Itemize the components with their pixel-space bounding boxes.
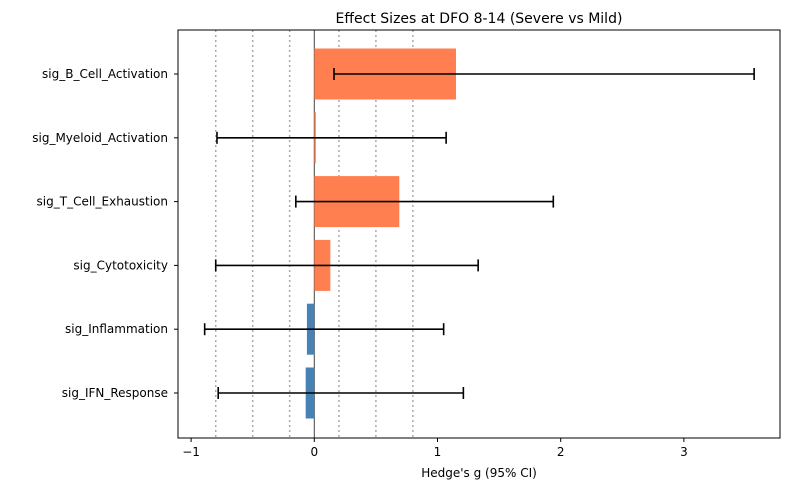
y-tick-label: sig_Myeloid_Activation bbox=[32, 131, 168, 145]
y-tick-label: sig_IFN_Response bbox=[62, 386, 168, 400]
x-tick-label: −1 bbox=[182, 445, 200, 459]
chart-title: Effect Sizes at DFO 8-14 (Severe vs Mild… bbox=[336, 11, 623, 27]
x-tick-label: 2 bbox=[557, 445, 565, 459]
x-tick-label: 0 bbox=[310, 445, 318, 459]
y-tick-label: sig_T_Cell_Exhaustion bbox=[37, 195, 168, 209]
y-tick-label: sig_B_Cell_Activation bbox=[42, 67, 168, 81]
y-tick-label: sig_Inflammation bbox=[65, 322, 168, 336]
x-tick-label: 1 bbox=[434, 445, 442, 459]
x-axis-label: Hedge's g (95% CI) bbox=[421, 466, 537, 480]
y-tick-label: sig_Cytotoxicity bbox=[73, 258, 168, 272]
plot-frame bbox=[177, 29, 781, 439]
x-tick-label: 3 bbox=[680, 445, 688, 459]
